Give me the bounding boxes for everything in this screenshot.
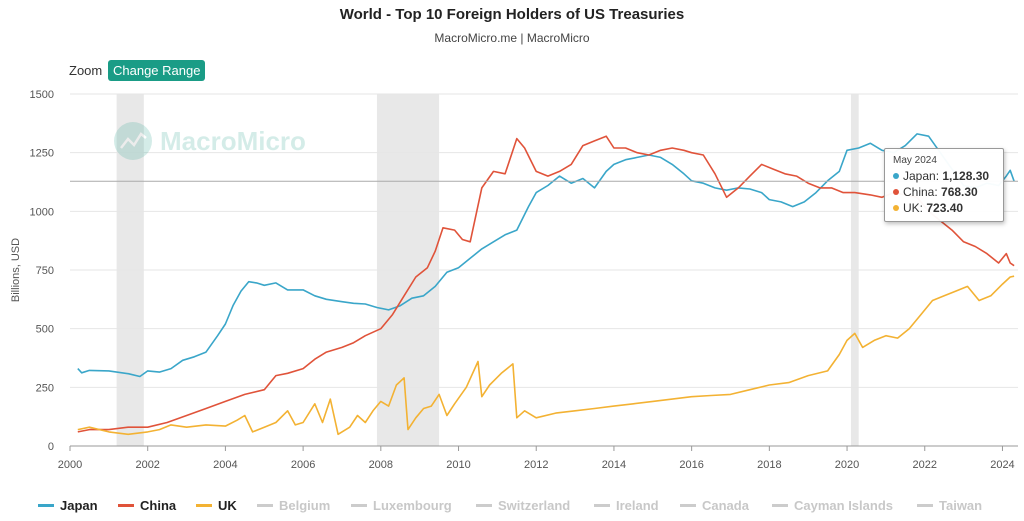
watermark: MacroMicro xyxy=(114,122,306,160)
series-line-china[interactable] xyxy=(77,135,1015,433)
tooltip-date: May 2024 xyxy=(893,155,937,166)
legend-item-ireland[interactable]: Ireland xyxy=(594,496,659,516)
change-range-button[interactable]: Change Range xyxy=(108,60,206,81)
legend-label: Luxembourg xyxy=(373,498,452,513)
y-tick-label: 1500 xyxy=(30,89,54,101)
legend-label: Japan xyxy=(60,498,98,513)
y-tick-label: 750 xyxy=(36,265,54,277)
legend-swatch xyxy=(196,504,212,508)
tooltip-value: 768.30 xyxy=(941,185,978,199)
legend-swatch xyxy=(351,504,367,508)
y-tick-label: 250 xyxy=(36,382,54,394)
legend-item-belgium[interactable]: Belgium xyxy=(257,496,330,516)
x-tick-label: 2008 xyxy=(369,459,393,471)
legend-label: Ireland xyxy=(616,498,659,513)
tooltip-label: Japan: xyxy=(903,169,940,183)
legend-swatch xyxy=(917,504,933,508)
tooltip-row-uk: UK: 723.40 xyxy=(893,201,963,215)
x-tick-label: 2002 xyxy=(135,459,159,471)
x-tick-label: 2006 xyxy=(291,459,315,471)
x-tick-label: 2014 xyxy=(602,459,626,471)
macromicro-logo-icon xyxy=(114,122,152,160)
legend-item-switzerland[interactable]: Switzerland xyxy=(476,496,570,516)
x-tick-label: 2024 xyxy=(990,459,1014,471)
legend-label: Canada xyxy=(702,498,749,513)
legend-item-canada[interactable]: Canada xyxy=(680,496,749,516)
series-line-uk[interactable] xyxy=(77,275,1015,436)
y-tick-label: 500 xyxy=(36,324,54,336)
tooltip-label: China: xyxy=(903,185,938,199)
x-tick-label: 2010 xyxy=(446,459,470,471)
legend-label: China xyxy=(140,498,177,513)
tooltip-value: 723.40 xyxy=(926,201,964,215)
legend-item-japan[interactable]: Japan xyxy=(38,496,98,516)
legend-label: Switzerland xyxy=(498,498,571,513)
legend-swatch xyxy=(772,504,788,508)
x-tick-label: 2012 xyxy=(524,459,548,471)
x-tick-label: 2020 xyxy=(835,459,859,471)
tooltip-row-japan: Japan: 1,128.30 xyxy=(893,169,989,183)
legend-swatch xyxy=(680,504,696,508)
legend-item-china[interactable]: China xyxy=(118,496,176,516)
legend-swatch xyxy=(118,504,134,508)
legend-label: Cayman Islands xyxy=(794,498,893,513)
legend-label: Belgium xyxy=(279,498,331,513)
series-lines xyxy=(77,133,1015,436)
legend-item-uk[interactable]: UK xyxy=(196,496,237,516)
legend-label: UK xyxy=(218,498,237,513)
legend-item-taiwan[interactable]: Taiwan xyxy=(917,496,982,516)
chart-subtitle: MacroMicro.me | MacroMicro xyxy=(434,31,590,45)
x-tick-label: 2022 xyxy=(913,459,937,471)
chart-title: World - Top 10 Foreign Holders of US Tre… xyxy=(339,6,685,23)
x-tick-label: 2004 xyxy=(213,459,237,471)
y-tick-label: 1000 xyxy=(30,206,54,218)
data-tooltip: May 2024 Japan: 1,128.30 China: 768.30 U… xyxy=(884,148,1004,222)
legend-label: Taiwan xyxy=(939,498,983,513)
tooltip-value: 1,128.30 xyxy=(942,169,990,183)
legend-item-luxembourg[interactable]: Luxembourg xyxy=(351,496,452,516)
y-tick-label: 1250 xyxy=(30,148,54,160)
legend-swatch xyxy=(594,504,610,508)
axes: 0 250 500 750 1000 1250 1500 2000 2002 2004 2006 20… xyxy=(30,89,1018,471)
legend-item-cayman-islands[interactable]: Cayman Islands xyxy=(772,496,893,516)
y-axis-label: Billions, USD xyxy=(10,238,22,302)
legend-swatch xyxy=(257,504,273,508)
legend-swatch xyxy=(38,504,54,508)
watermark-text: MacroMicro xyxy=(160,126,306,156)
y-tick-label: 0 xyxy=(48,441,54,453)
legend-swatch xyxy=(476,504,492,508)
x-tick-label: 2018 xyxy=(757,459,781,471)
zoom-label: Zoom xyxy=(69,63,103,78)
x-tick-label: 2016 xyxy=(679,459,703,471)
x-tick-label: 2000 xyxy=(58,459,82,471)
tooltip-row-china: China: 768.30 xyxy=(893,185,978,199)
tooltip-label: UK: xyxy=(903,201,924,215)
